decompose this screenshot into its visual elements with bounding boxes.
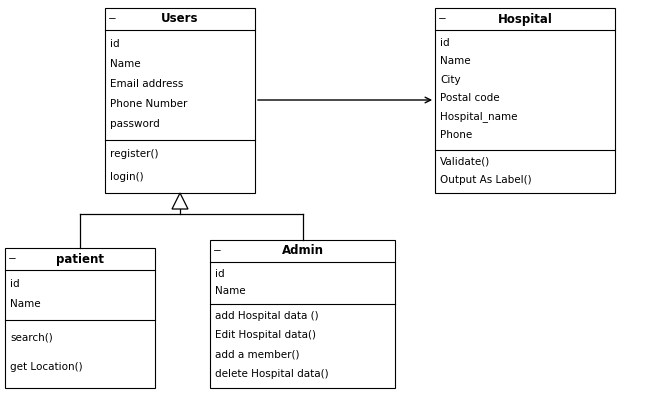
Text: Admin: Admin <box>281 244 323 257</box>
Bar <box>5 248 155 388</box>
Text: Phone: Phone <box>440 130 472 140</box>
Text: id: id <box>440 38 450 48</box>
Polygon shape <box>172 193 188 209</box>
Text: delete Hospital data(): delete Hospital data() <box>215 369 329 379</box>
Text: Postal code: Postal code <box>440 93 499 103</box>
Text: search(): search() <box>10 333 53 343</box>
Bar <box>210 240 395 388</box>
Text: −: − <box>438 14 447 24</box>
Bar <box>435 8 615 193</box>
Bar <box>105 8 255 193</box>
Text: −: − <box>108 14 117 24</box>
Text: Name: Name <box>10 299 41 309</box>
Text: id: id <box>10 279 20 289</box>
Text: −: − <box>8 254 17 264</box>
Text: add a member(): add a member() <box>215 350 299 360</box>
Text: Edit Hospital data(): Edit Hospital data() <box>215 330 316 340</box>
Text: register(): register() <box>110 149 158 159</box>
Text: patient: patient <box>56 253 104 265</box>
Text: Hospital: Hospital <box>497 13 553 25</box>
Text: Validate(): Validate() <box>440 156 490 166</box>
Text: id: id <box>110 39 120 49</box>
Text: password: password <box>110 119 160 129</box>
Text: Phone Number: Phone Number <box>110 99 188 109</box>
Text: add Hospital data (): add Hospital data () <box>215 311 319 321</box>
Text: Hospital_name: Hospital_name <box>440 111 517 122</box>
Text: id: id <box>215 269 225 279</box>
Text: Output As Label(): Output As Label() <box>440 175 531 185</box>
Text: Users: Users <box>161 13 199 25</box>
Text: login(): login() <box>110 172 144 182</box>
Text: Name: Name <box>110 59 140 69</box>
Text: −: − <box>213 246 221 256</box>
Text: get Location(): get Location() <box>10 362 82 372</box>
Text: Email address: Email address <box>110 79 184 89</box>
Text: Name: Name <box>440 56 471 67</box>
Text: Name: Name <box>215 286 245 295</box>
Text: City: City <box>440 75 461 85</box>
